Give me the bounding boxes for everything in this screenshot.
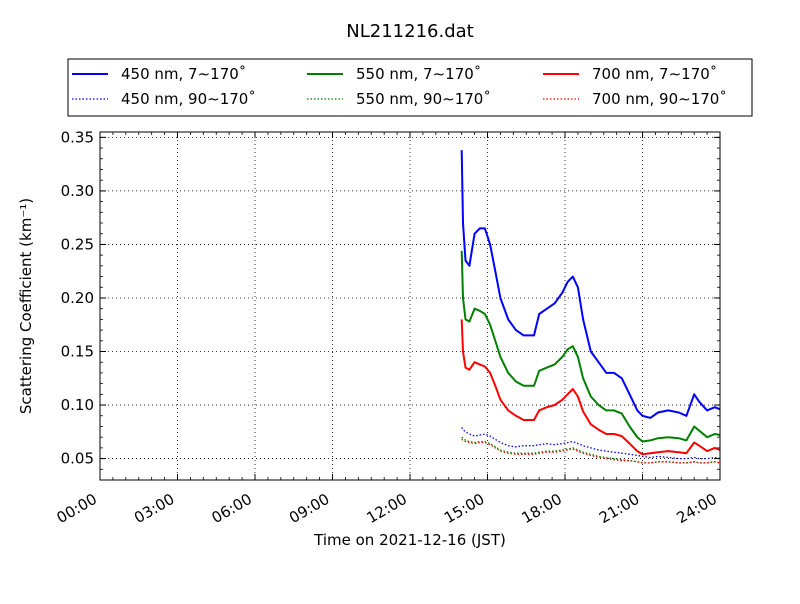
x-axis-label: Time on 2021-12-16 (JST) — [313, 531, 506, 549]
legend-label: 450 nm, 7∼170˚ — [121, 65, 246, 83]
series-line — [460, 319, 721, 456]
y-tick-label: 0.05 — [61, 450, 94, 468]
legend-label: 550 nm, 90∼170˚ — [356, 90, 491, 108]
legend: 450 nm, 7∼170˚ 450 nm, 90∼170˚ 550 nm, 7∼1… — [67, 58, 753, 117]
y-tick-label: 0.15 — [61, 343, 94, 361]
series-line — [460, 250, 721, 443]
x-tick-label: 06:00 — [209, 490, 255, 527]
plot-background — [100, 132, 720, 480]
series-line — [460, 150, 721, 419]
plot-area — [99, 131, 721, 481]
chart-title: NL211216.dat — [346, 21, 473, 42]
y-axis-label: Scattering Coefficient (km⁻¹) — [17, 198, 35, 414]
x-tick-label: 12:00 — [364, 490, 410, 527]
y-tick-labels: 0.05 0.10 0.15 0.20 0.25 0.30 0.35 — [61, 128, 94, 467]
y-tick-label: 0.35 — [61, 128, 94, 146]
legend-label: 700 nm, 7∼170˚ — [592, 65, 717, 83]
series-line — [461, 438, 721, 464]
legend-label: 450 nm, 90∼170˚ — [121, 90, 256, 108]
legend-label: 550 nm, 7∼170˚ — [356, 65, 481, 83]
legend-frame — [67, 58, 753, 117]
legend-label: 700 nm, 90∼170˚ — [592, 90, 727, 108]
y-tick-label: 0.25 — [61, 235, 94, 253]
x-tick-label: 24:00 — [674, 490, 720, 527]
x-tick-label: 21:00 — [596, 490, 642, 527]
y-tick-label: 0.30 — [61, 182, 94, 200]
series-layer — [460, 150, 721, 464]
y-tick-label: 0.20 — [61, 289, 94, 307]
x-tick-labels: 00:00 03:00 06:00 09:00 12:00 15:00 18:00 21:00… — [54, 490, 720, 527]
y-tick-label: 0.10 — [61, 396, 94, 414]
x-tick-label: 15:00 — [441, 490, 487, 527]
series-line — [461, 427, 721, 460]
x-tick-label: 18:00 — [519, 490, 565, 527]
x-tick-label: 00:00 — [54, 490, 100, 527]
x-tick-label: 03:00 — [131, 490, 177, 527]
plot-frame — [99, 131, 721, 481]
x-tick-label: 09:00 — [286, 490, 332, 527]
